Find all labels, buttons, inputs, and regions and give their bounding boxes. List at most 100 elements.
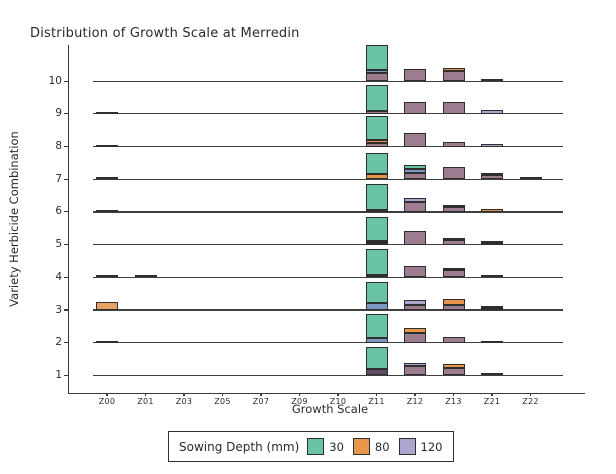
bar-segment-darkmauve: [365, 369, 388, 376]
y-tick: [64, 80, 68, 82]
bar-segment-dark: [519, 177, 542, 180]
legend-entry-label: 80: [374, 439, 390, 454]
x-tick: [106, 393, 108, 396]
row-baseline: [93, 342, 563, 344]
x-tick: [183, 393, 185, 396]
x-tick-label: Z09: [291, 397, 308, 406]
bar-segment-orange: [442, 68, 465, 72]
x-tick: [260, 393, 262, 396]
bar-segment-dark: [96, 209, 118, 212]
bar-segment-mauve: [365, 209, 388, 212]
legend-entry: 30: [307, 438, 344, 455]
bar-segment-dark: [481, 79, 503, 82]
row-baseline: [93, 145, 563, 148]
x-tick: [221, 393, 224, 396]
legend-entry-label: 120: [420, 439, 443, 454]
y-tick: [64, 211, 68, 213]
row-baseline: [93, 178, 563, 180]
bar-segment-orange: [404, 327, 426, 333]
y-tick: [64, 309, 68, 311]
x-tick: [337, 393, 339, 396]
y-tick-label: 5: [55, 238, 62, 251]
x-tick-label: Z12: [406, 397, 424, 406]
bar-segment-orange: [442, 299, 465, 305]
bar-segment-blue: [365, 70, 388, 74]
bar-segment-dark: [96, 340, 118, 343]
y-tick: [64, 244, 68, 246]
bar-segment-teal: [365, 347, 388, 370]
legend-entry-label: 30: [329, 439, 344, 454]
bar-segment-mauve: [442, 206, 465, 212]
bar-segment-dark: [481, 275, 503, 278]
bar-segment-mauve: [442, 239, 465, 245]
legend-title: Sowing Depth (mm): [179, 439, 300, 454]
x-axis-line: [68, 393, 585, 395]
bar-segment-teal: [365, 84, 388, 111]
bar-segment-lavender: [404, 300, 426, 305]
bar-segment-teal: [365, 313, 388, 338]
bar-segment-teal: [365, 249, 388, 276]
bar-segment-dark: [481, 340, 503, 343]
bar-segment-mauve: [404, 69, 426, 82]
x-axis-title: Growth Scale: [291, 402, 369, 416]
y-axis-line: [68, 45, 70, 393]
bar-segment-mauve: [442, 270, 465, 278]
x-tick-label: Z07: [252, 397, 270, 406]
bar-segment-orange: [365, 139, 388, 143]
y-tick: [64, 374, 68, 376]
row-baseline: [93, 309, 563, 311]
bar-segment-blue: [404, 169, 426, 174]
y-tick: [64, 342, 68, 344]
bar-segment-teal: [365, 45, 388, 71]
bar-segment-mauve: [404, 132, 426, 147]
bar-segment-lavender: [481, 109, 503, 114]
bar-segment-mauve: [365, 110, 388, 114]
bar-segment-teal: [365, 282, 388, 303]
bar-segment-teal: [365, 216, 388, 241]
bar-segment-mauve: [442, 368, 465, 376]
bar-segment-orange: [481, 173, 503, 176]
x-tick-label: Z05: [214, 397, 231, 406]
bar-segment-mauve: [404, 230, 426, 245]
bar-segment-dark: [96, 111, 118, 114]
bar-segment-teal: [96, 275, 118, 278]
bar-segment-lavender: [365, 242, 388, 245]
y-tick: [64, 145, 68, 148]
x-tick-label: Z03: [175, 397, 193, 406]
y-tick-label: 2: [55, 336, 62, 349]
bar-segment-mauve: [442, 141, 465, 147]
bar-segment-lavender: [442, 268, 465, 271]
x-tick: [298, 393, 301, 396]
y-tick-label: 9: [55, 107, 62, 120]
bar-segment-mauve: [442, 101, 465, 114]
x-tick: [452, 393, 455, 396]
bar-segment-mauve: [404, 266, 426, 278]
x-tick-label: Z13: [445, 397, 462, 406]
bar-segment-orange: [365, 174, 388, 180]
y-tick: [64, 276, 68, 278]
legend-entry: 120: [398, 438, 443, 455]
y-tick-label: 4: [55, 270, 62, 283]
legend-swatch-icon: [307, 438, 325, 455]
x-tick: [144, 393, 147, 396]
y-tick: [64, 113, 68, 115]
bar-segment-blue: [365, 303, 388, 310]
x-tick-label: Z01: [137, 397, 154, 406]
bar-segment-mauve: [404, 332, 426, 343]
x-tick: [414, 393, 416, 396]
bar-segment-orange: [481, 240, 503, 243]
x-tick-label: Z22: [522, 397, 539, 406]
bar-segment-mauve: [481, 175, 503, 180]
legend: Sowing Depth (mm) 30 80 120: [168, 431, 454, 462]
bar-segment-lavender: [404, 363, 426, 367]
x-tick-label: Z00: [98, 397, 116, 406]
bar-segment-mauve: [404, 101, 426, 114]
x-tick: [491, 393, 493, 396]
legend-swatch-icon: [398, 438, 416, 455]
x-tick: [375, 393, 378, 396]
y-tick-label: 1: [55, 368, 62, 381]
bar-segment-mauve: [442, 336, 465, 343]
bar-segment-orange: [442, 204, 465, 207]
bar-segment-teal: [365, 183, 388, 210]
y-tick-label: 7: [55, 172, 62, 185]
